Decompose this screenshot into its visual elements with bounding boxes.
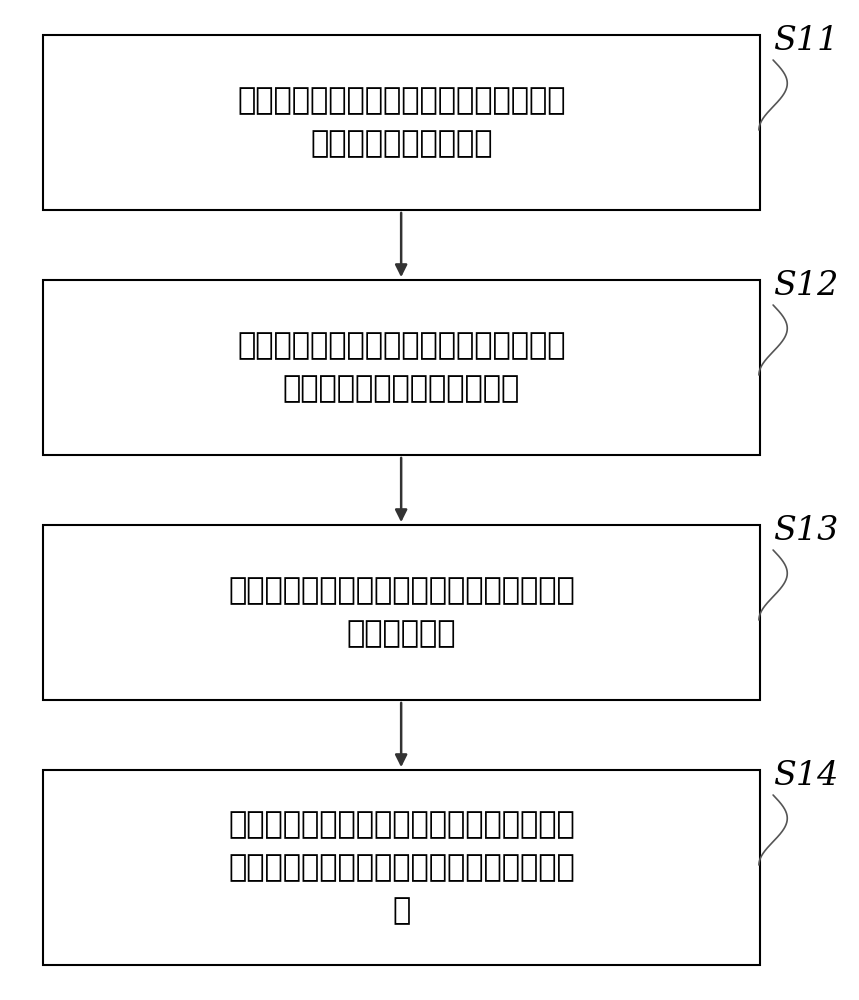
FancyBboxPatch shape — [43, 525, 760, 700]
FancyBboxPatch shape — [43, 35, 760, 210]
Text: S13: S13 — [773, 515, 838, 547]
Text: 获取超导量子芯片在各个校准测量信号下的
第一响应参数: 获取超导量子芯片在各个校准测量信号下的 第一响应参数 — [228, 577, 575, 648]
FancyBboxPatch shape — [43, 770, 760, 965]
Text: 将最优的所述第一响应参数对应的第一校准
测量信号作为待校准参数的第一实际校准参
数: 将最优的所述第一响应参数对应的第一校准 测量信号作为待校准参数的第一实际校准参 … — [228, 810, 575, 925]
FancyBboxPatch shape — [43, 280, 760, 455]
Text: S12: S12 — [773, 270, 838, 302]
Text: 获取超导量子芯片的待校准参数的第一校
准测量信号的第一范围: 获取超导量子芯片的待校准参数的第一校 准测量信号的第一范围 — [237, 87, 566, 158]
Text: 控制测量装置在第一范围内向超导量子芯
片发送多个第一校准测量信号: 控制测量装置在第一范围内向超导量子芯 片发送多个第一校准测量信号 — [237, 332, 566, 403]
Text: S11: S11 — [773, 25, 838, 57]
Text: S14: S14 — [773, 760, 838, 792]
